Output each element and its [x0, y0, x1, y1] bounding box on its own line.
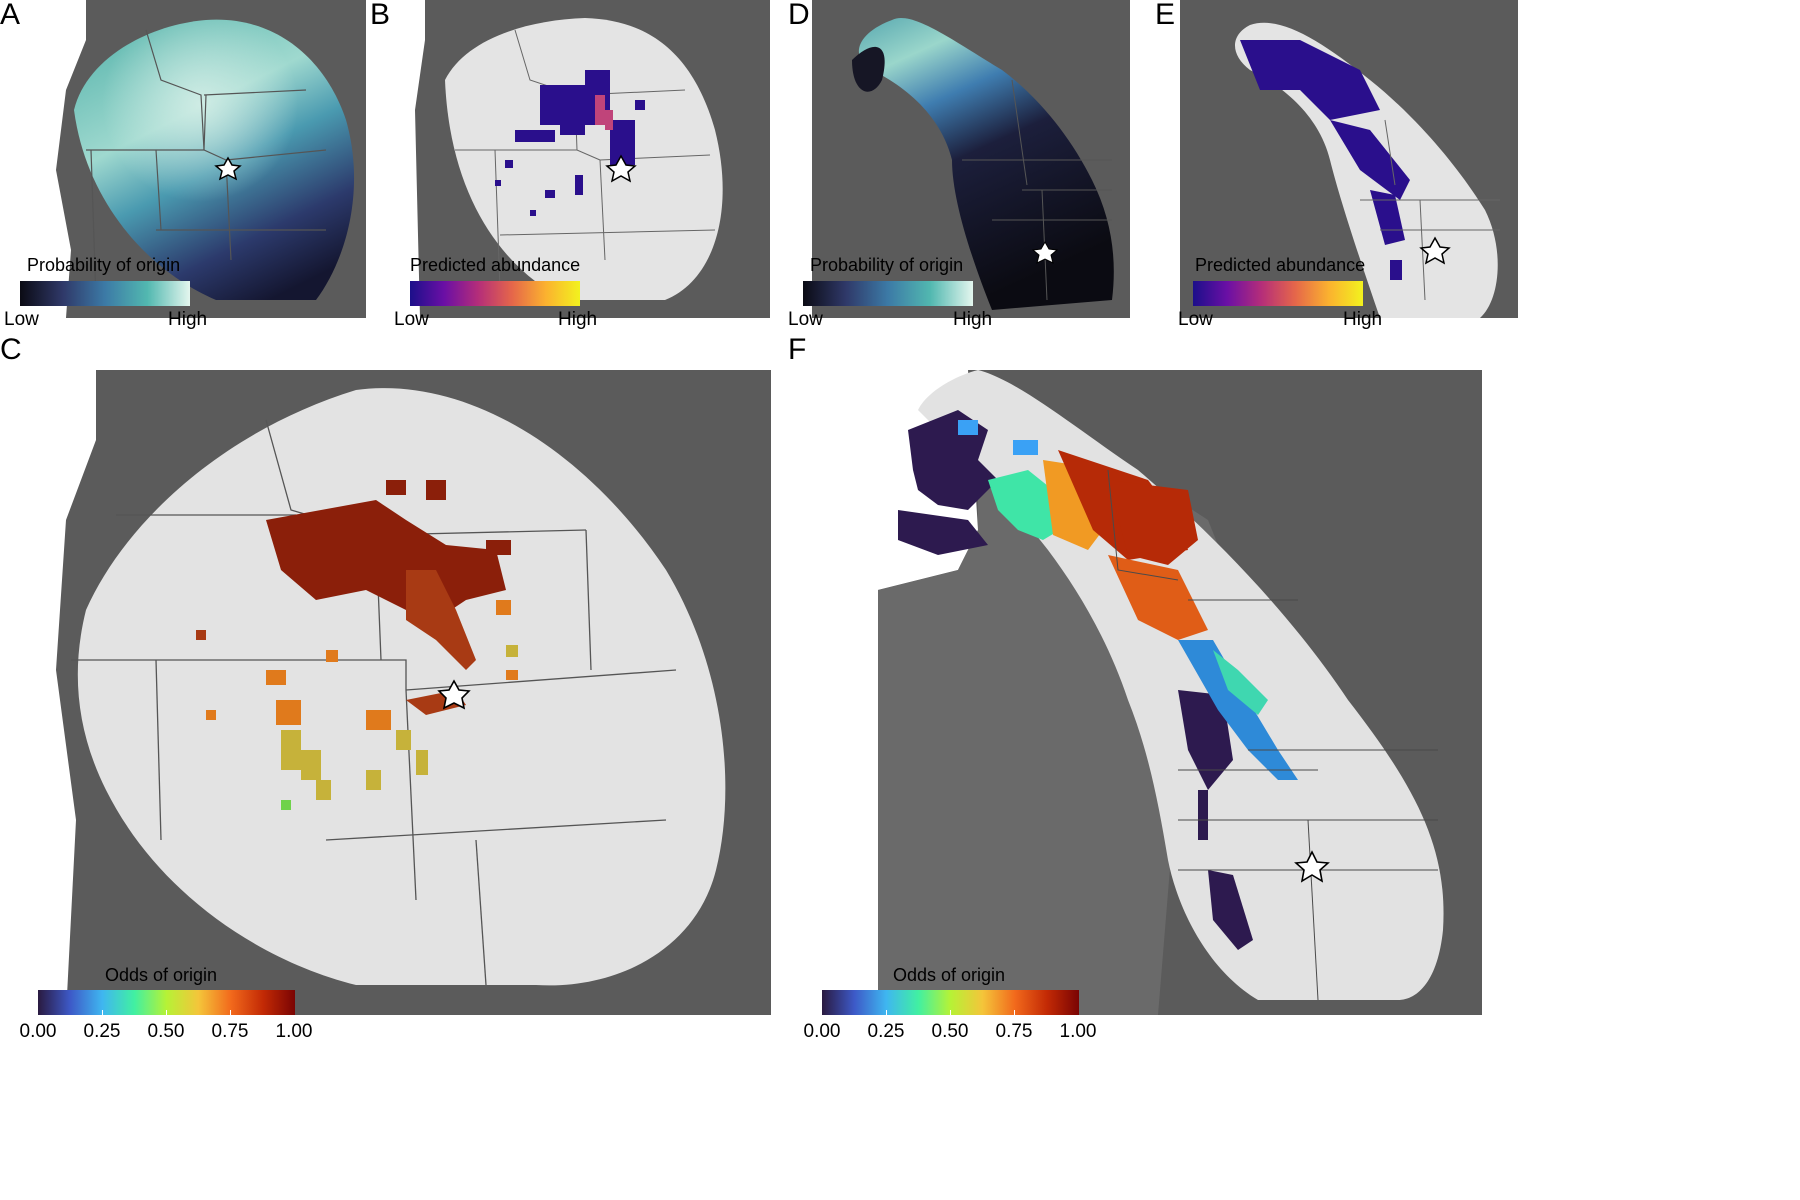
- legend-high-b: High: [558, 309, 598, 330]
- probability-surface-a: [26, 0, 366, 318]
- tick-label-f-4: 1.00: [1059, 1021, 1097, 1042]
- legend-title-d: Probability of origin: [810, 255, 964, 275]
- map-panel-b: [395, 0, 770, 318]
- abundance-surface-b: [395, 0, 770, 318]
- tick-mark-c-025: [102, 1010, 103, 1015]
- legend-low-e: Low: [1178, 309, 1213, 330]
- tick-mark-f-050: [950, 1010, 951, 1015]
- panel-label-b: B: [370, 0, 391, 31]
- legend-high-a: High: [168, 309, 208, 330]
- panel-label-e: E: [1155, 0, 1176, 31]
- colorbar-e: [1193, 281, 1363, 306]
- probability-surface-d: [812, 0, 1130, 318]
- legend-low-a: Low: [4, 309, 39, 330]
- tick-label-f-1: 0.25: [867, 1021, 905, 1042]
- panel-label-c: C: [0, 333, 22, 366]
- colorbar-d: [803, 281, 973, 306]
- legend-title-c: Odds of origin: [105, 965, 218, 985]
- odds-surface-c: [26, 370, 771, 1015]
- tick-label-c-4: 1.00: [275, 1021, 313, 1042]
- legend-low-b: Low: [394, 309, 429, 330]
- legend-high-d: High: [953, 309, 993, 330]
- legend-title-a: Probability of origin: [27, 255, 181, 275]
- tick-label-c-0: 0.00: [19, 1021, 57, 1042]
- tick-label-c-1: 0.25: [83, 1021, 121, 1042]
- tick-label-f-0: 0.00: [803, 1021, 841, 1042]
- tick-label-f-3: 0.75: [995, 1021, 1033, 1042]
- colorbar-a: [20, 281, 190, 306]
- tick-label-c-3: 0.75: [211, 1021, 249, 1042]
- map-panel-f: [878, 370, 1482, 1015]
- legend-title-f: Odds of origin: [893, 965, 1006, 985]
- tick-mark-f-025: [886, 1010, 887, 1015]
- tick-mark-c-050: [166, 1010, 167, 1015]
- legend-low-d: Low: [788, 309, 823, 330]
- map-panel-a: [26, 0, 366, 318]
- legend-title-b: Predicted abundance: [410, 255, 581, 275]
- site-star-b: [605, 154, 637, 183]
- tick-label-f-2: 0.50: [931, 1021, 969, 1042]
- map-panel-d: [812, 0, 1130, 318]
- tick-mark-c-075: [230, 1010, 231, 1015]
- panel-label-a: A: [0, 0, 21, 31]
- legend-high-e: High: [1343, 309, 1383, 330]
- tick-label-c-2: 0.50: [147, 1021, 185, 1042]
- site-star-a: [214, 156, 242, 181]
- site-star-e: [1419, 236, 1451, 265]
- odds-surface-f: [878, 370, 1482, 1015]
- colorbar-b: [410, 281, 580, 306]
- site-star-f: [1294, 850, 1330, 883]
- site-star-d: [1031, 240, 1059, 264]
- site-star-c: [437, 679, 471, 710]
- panel-label-d: D: [788, 0, 810, 31]
- map-panel-c: [26, 370, 771, 1015]
- map-panel-e: [1180, 0, 1518, 318]
- legend-title-e: Predicted abundance: [1195, 255, 1366, 275]
- tick-mark-f-075: [1014, 1010, 1015, 1015]
- panel-label-f: F: [788, 333, 807, 366]
